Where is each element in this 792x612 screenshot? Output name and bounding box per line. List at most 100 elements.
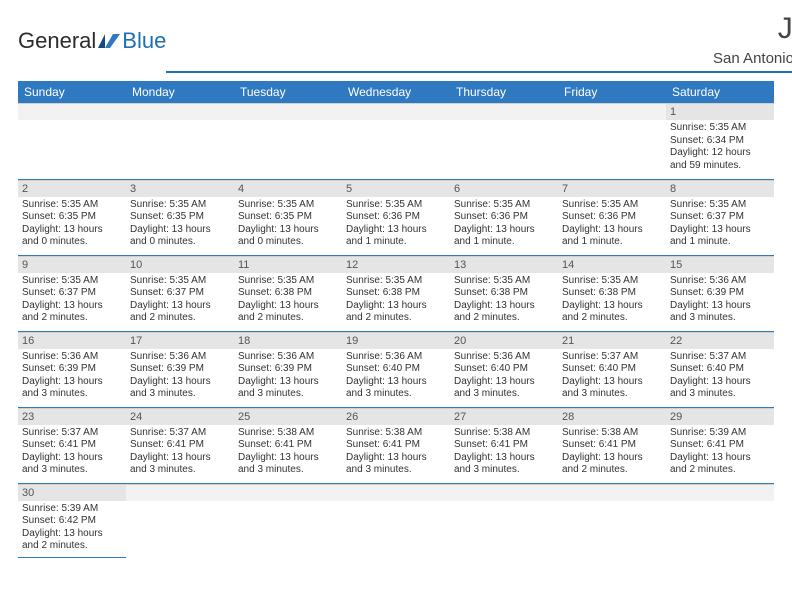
sunset-text: Sunset: 6:37 PM [670, 211, 770, 224]
sunset-text: Sunset: 6:42 PM [22, 515, 122, 528]
sunrise-text: Sunrise: 5:35 AM [238, 275, 338, 288]
daylight-text: Daylight: 13 hours and 1 minute. [346, 224, 446, 249]
day-number: 22 [666, 332, 774, 349]
day-body: Sunrise: 5:35 AMSunset: 6:38 PMDaylight:… [342, 273, 450, 329]
calendar-table: Sunday Monday Tuesday Wednesday Thursday… [18, 81, 774, 558]
sunset-text: Sunset: 6:40 PM [670, 363, 770, 376]
day-number: 19 [342, 332, 450, 349]
day-body: Sunrise: 5:35 AMSunset: 6:38 PMDaylight:… [450, 273, 558, 329]
calendar-day-cell [234, 103, 342, 179]
daylight-text: Daylight: 13 hours and 3 minutes. [346, 376, 446, 401]
daylight-text: Daylight: 13 hours and 2 minutes. [238, 300, 338, 325]
sunrise-text: Sunrise: 5:37 AM [22, 427, 122, 440]
day-number: 17 [126, 332, 234, 349]
daylight-text: Daylight: 13 hours and 3 minutes. [238, 376, 338, 401]
sunset-text: Sunset: 6:41 PM [670, 439, 770, 452]
sunrise-text: Sunrise: 5:35 AM [562, 275, 662, 288]
day-number [558, 103, 666, 120]
sunrise-text: Sunrise: 5:37 AM [670, 351, 770, 364]
calendar-day-cell [666, 483, 774, 557]
day-body: Sunrise: 5:39 AMSunset: 6:41 PMDaylight:… [666, 425, 774, 481]
calendar-day-cell: 12Sunrise: 5:35 AMSunset: 6:38 PMDayligh… [342, 255, 450, 331]
calendar-day-cell: 23Sunrise: 5:37 AMSunset: 6:41 PMDayligh… [18, 407, 126, 483]
month-title: June 2024 [166, 12, 792, 46]
day-number: 28 [558, 408, 666, 425]
daylight-text: Daylight: 13 hours and 0 minutes. [22, 224, 122, 249]
day-body: Sunrise: 5:35 AMSunset: 6:36 PMDaylight:… [342, 197, 450, 253]
daylight-text: Daylight: 13 hours and 0 minutes. [130, 224, 230, 249]
calendar-day-cell: 21Sunrise: 5:37 AMSunset: 6:40 PMDayligh… [558, 331, 666, 407]
calendar-day-cell: 19Sunrise: 5:36 AMSunset: 6:40 PMDayligh… [342, 331, 450, 407]
sunset-text: Sunset: 6:39 PM [130, 363, 230, 376]
sunset-text: Sunset: 6:41 PM [562, 439, 662, 452]
day-number [558, 484, 666, 501]
day-number: 21 [558, 332, 666, 349]
day-body: Sunrise: 5:37 AMSunset: 6:41 PMDaylight:… [18, 425, 126, 481]
calendar-day-cell: 5Sunrise: 5:35 AMSunset: 6:36 PMDaylight… [342, 179, 450, 255]
day-body: Sunrise: 5:35 AMSunset: 6:37 PMDaylight:… [18, 273, 126, 329]
calendar-day-cell: 18Sunrise: 5:36 AMSunset: 6:39 PMDayligh… [234, 331, 342, 407]
day-number: 14 [558, 256, 666, 273]
calendar-day-cell [450, 483, 558, 557]
day-number [234, 484, 342, 501]
day-body: Sunrise: 5:36 AMSunset: 6:40 PMDaylight:… [342, 349, 450, 405]
day-number: 18 [234, 332, 342, 349]
calendar-day-cell: 14Sunrise: 5:35 AMSunset: 6:38 PMDayligh… [558, 255, 666, 331]
sunset-text: Sunset: 6:40 PM [562, 363, 662, 376]
sunrise-text: Sunrise: 5:36 AM [238, 351, 338, 364]
sunrise-text: Sunrise: 5:35 AM [22, 275, 122, 288]
day-body: Sunrise: 5:39 AMSunset: 6:42 PMDaylight:… [18, 501, 126, 557]
day-number [126, 103, 234, 120]
day-number: 16 [18, 332, 126, 349]
daylight-text: Daylight: 13 hours and 2 minutes. [562, 300, 662, 325]
sunrise-text: Sunrise: 5:35 AM [562, 199, 662, 212]
sunrise-text: Sunrise: 5:39 AM [670, 427, 770, 440]
day-body: Sunrise: 5:36 AMSunset: 6:39 PMDaylight:… [18, 349, 126, 405]
sunset-text: Sunset: 6:41 PM [346, 439, 446, 452]
calendar-day-cell: 3Sunrise: 5:35 AMSunset: 6:35 PMDaylight… [126, 179, 234, 255]
daylight-text: Daylight: 13 hours and 2 minutes. [22, 528, 122, 553]
sunset-text: Sunset: 6:36 PM [454, 211, 554, 224]
day-body: Sunrise: 5:38 AMSunset: 6:41 PMDaylight:… [450, 425, 558, 481]
day-body: Sunrise: 5:35 AMSunset: 6:34 PMDaylight:… [666, 120, 774, 176]
day-body: Sunrise: 5:38 AMSunset: 6:41 PMDaylight:… [558, 425, 666, 481]
logo-part-b: Blue [122, 28, 166, 54]
day-number: 25 [234, 408, 342, 425]
sunrise-text: Sunrise: 5:38 AM [562, 427, 662, 440]
day-number: 9 [18, 256, 126, 273]
day-body: Sunrise: 5:36 AMSunset: 6:39 PMDaylight:… [234, 349, 342, 405]
daylight-text: Daylight: 13 hours and 1 minute. [670, 224, 770, 249]
day-number: 11 [234, 256, 342, 273]
day-number: 27 [450, 408, 558, 425]
logo-flag-icon [98, 34, 120, 48]
calendar-day-cell: 9Sunrise: 5:35 AMSunset: 6:37 PMDaylight… [18, 255, 126, 331]
day-body: Sunrise: 5:35 AMSunset: 6:35 PMDaylight:… [126, 197, 234, 253]
day-header: Friday [558, 81, 666, 103]
daylight-text: Daylight: 13 hours and 3 minutes. [346, 452, 446, 477]
day-number: 6 [450, 180, 558, 197]
calendar-day-cell [18, 103, 126, 179]
day-body: Sunrise: 5:35 AMSunset: 6:37 PMDaylight:… [666, 197, 774, 253]
sunrise-text: Sunrise: 5:36 AM [670, 275, 770, 288]
calendar-day-cell: 1Sunrise: 5:35 AMSunset: 6:34 PMDaylight… [666, 103, 774, 179]
calendar-day-cell: 11Sunrise: 5:35 AMSunset: 6:38 PMDayligh… [234, 255, 342, 331]
day-number: 30 [18, 484, 126, 501]
sunset-text: Sunset: 6:39 PM [670, 287, 770, 300]
calendar-week-row: 23Sunrise: 5:37 AMSunset: 6:41 PMDayligh… [18, 407, 774, 483]
calendar-day-cell: 27Sunrise: 5:38 AMSunset: 6:41 PMDayligh… [450, 407, 558, 483]
calendar-day-cell: 13Sunrise: 5:35 AMSunset: 6:38 PMDayligh… [450, 255, 558, 331]
day-number [342, 484, 450, 501]
day-body: Sunrise: 5:35 AMSunset: 6:35 PMDaylight:… [18, 197, 126, 253]
logo-part-a: General [18, 28, 96, 54]
day-body: Sunrise: 5:37 AMSunset: 6:40 PMDaylight:… [666, 349, 774, 405]
day-body: Sunrise: 5:36 AMSunset: 6:39 PMDaylight:… [126, 349, 234, 405]
sunset-text: Sunset: 6:39 PM [22, 363, 122, 376]
calendar-day-cell: 2Sunrise: 5:35 AMSunset: 6:35 PMDaylight… [18, 179, 126, 255]
sunrise-text: Sunrise: 5:35 AM [454, 275, 554, 288]
daylight-text: Daylight: 13 hours and 1 minute. [454, 224, 554, 249]
day-body: Sunrise: 5:36 AMSunset: 6:39 PMDaylight:… [666, 273, 774, 329]
day-number [450, 484, 558, 501]
calendar-week-row: 2Sunrise: 5:35 AMSunset: 6:35 PMDaylight… [18, 179, 774, 255]
calendar-day-cell [126, 103, 234, 179]
calendar-day-cell: 22Sunrise: 5:37 AMSunset: 6:40 PMDayligh… [666, 331, 774, 407]
